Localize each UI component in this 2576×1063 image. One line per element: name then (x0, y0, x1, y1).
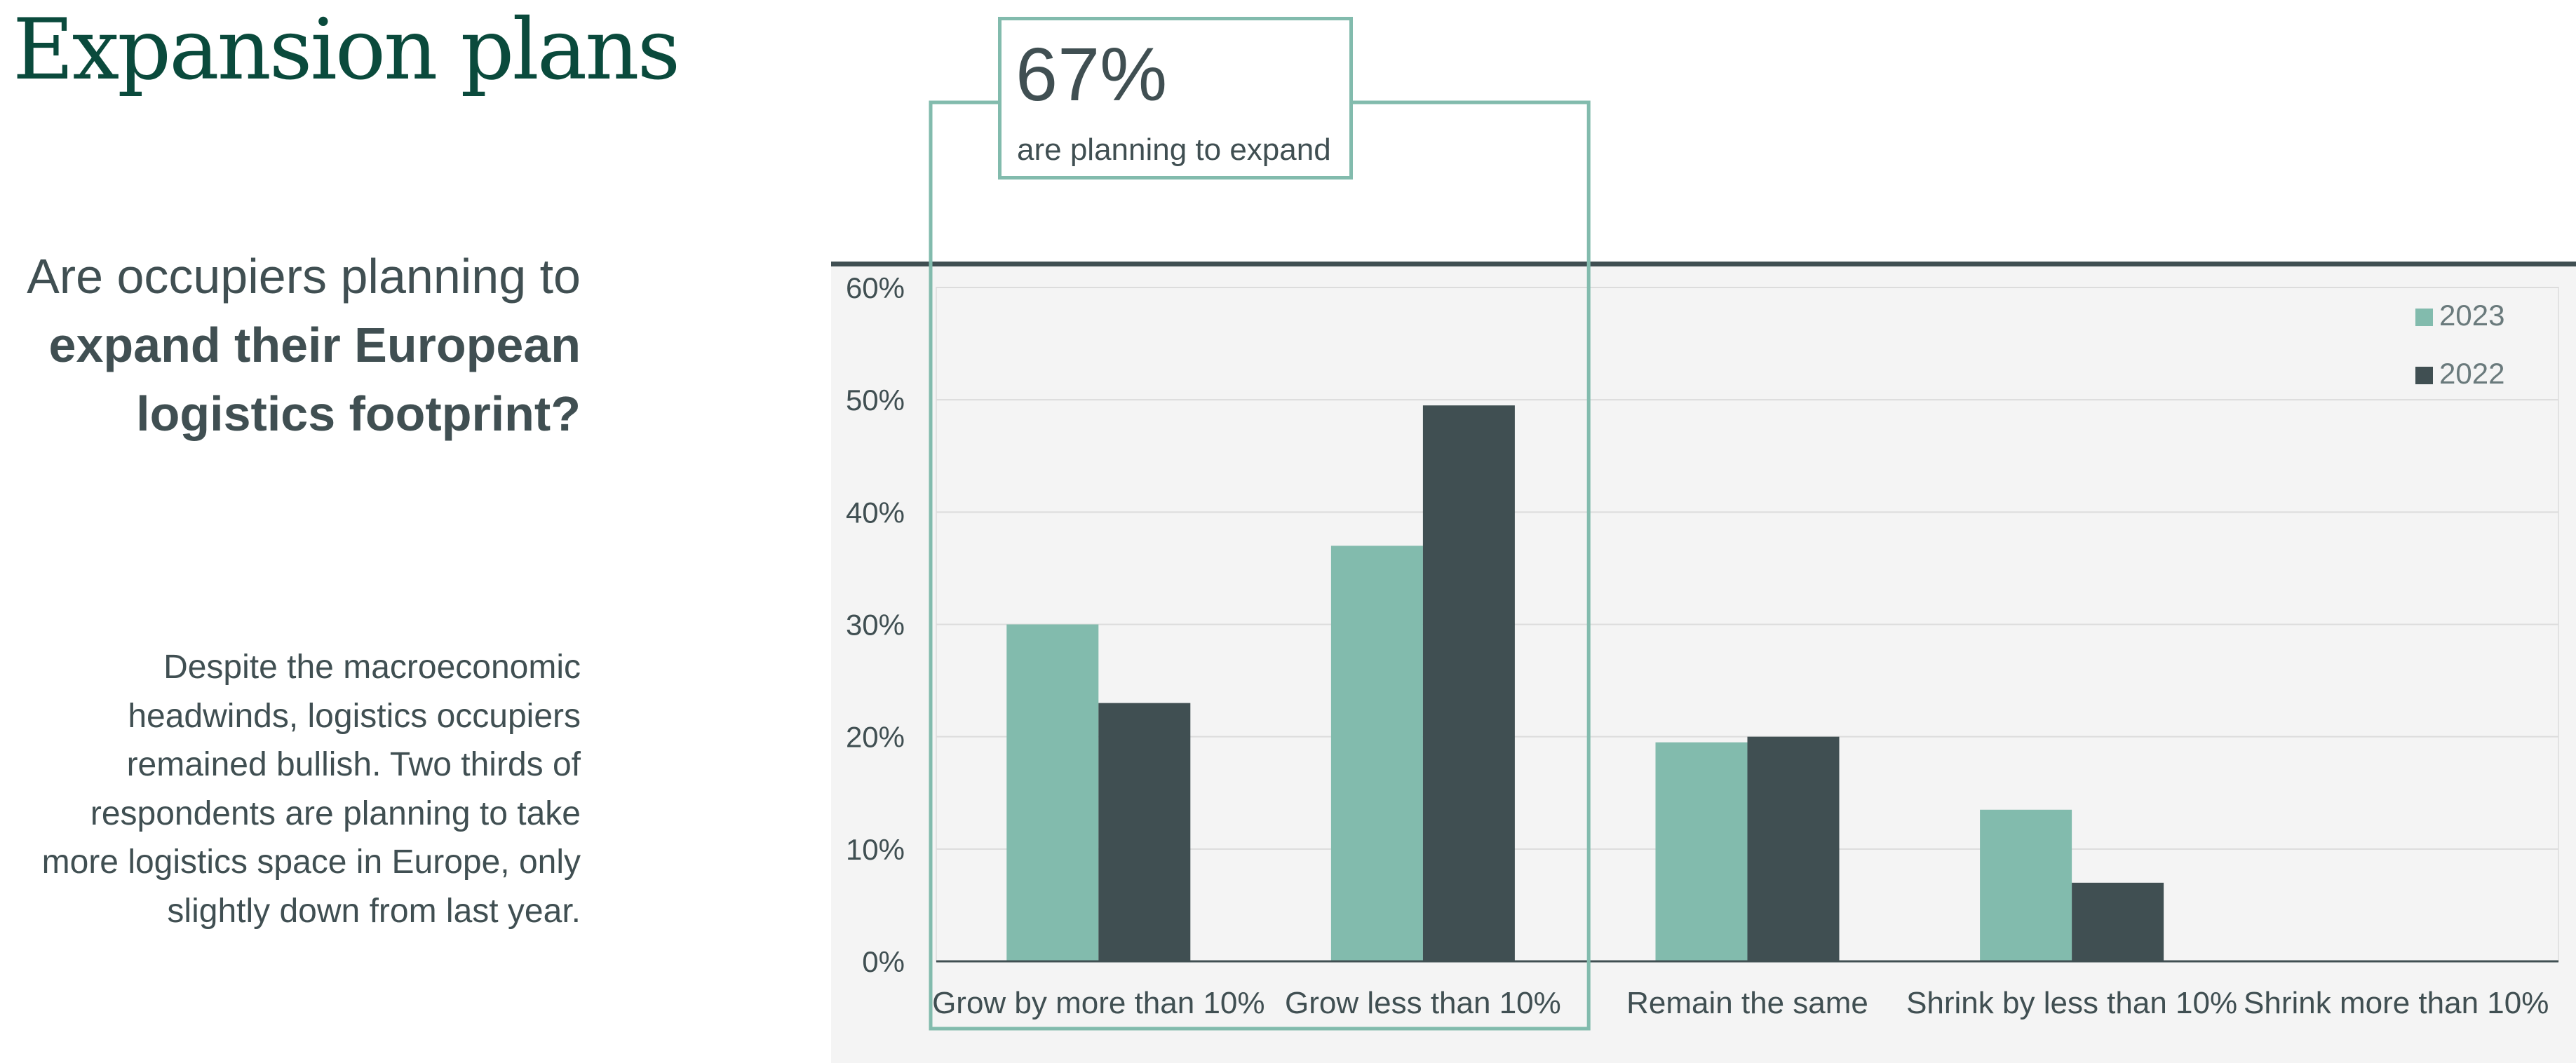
bar-2022-2 (1422, 405, 1515, 961)
x-category-label: Remain the same (1626, 986, 1868, 1020)
callout-label: are planning to expand (1017, 133, 1331, 167)
bar-2022-4 (2072, 882, 2164, 961)
y-tick-label: 10% (846, 833, 905, 866)
body-paragraph: Despite the macroeconomic headwinds, log… (41, 649, 581, 930)
question-heading: Are occupiers planning to expand their E… (6, 242, 581, 448)
y-tick-label: 50% (846, 384, 905, 417)
callout-value: 67% (1016, 32, 1168, 116)
page-title: Expansion plans (13, 1, 680, 99)
x-category-label: Shrink more than 10% (2244, 986, 2549, 1020)
x-category-label: Shrink by less than 10% (1906, 986, 2237, 1020)
left-panel: Expansion plans Are occupiers planning t… (0, 0, 680, 1063)
legend-label-2022: 2022 (2439, 357, 2504, 390)
callout-box: 67% are planning to expand (998, 17, 1353, 180)
bar-2022-3 (1747, 736, 1840, 961)
bar-2023-4 (1980, 809, 2072, 961)
y-tick-label: 0% (862, 945, 905, 978)
bar-2022-1 (1098, 703, 1191, 961)
chart-top-rule (831, 262, 2576, 266)
legend-label-2023: 2023 (2439, 299, 2504, 332)
bar-2023-3 (1655, 742, 1748, 961)
y-tick-label: 20% (846, 721, 905, 754)
bar-2023-2 (1330, 546, 1423, 961)
x-category-label: Grow by more than 10% (932, 986, 1265, 1020)
y-tick-label: 40% (846, 496, 905, 529)
bar-2023-1 (1006, 624, 1099, 961)
x-category-label: Grow less than 10% (1285, 986, 1561, 1020)
y-tick-label: 30% (846, 609, 905, 642)
question-bold: expand their European logistics footprin… (48, 318, 581, 441)
question-light: Are occupiers planning to (27, 249, 581, 304)
y-tick-label: 60% (846, 271, 905, 304)
legend-swatch-2023 (2415, 309, 2433, 326)
legend-swatch-2022 (2415, 367, 2433, 384)
